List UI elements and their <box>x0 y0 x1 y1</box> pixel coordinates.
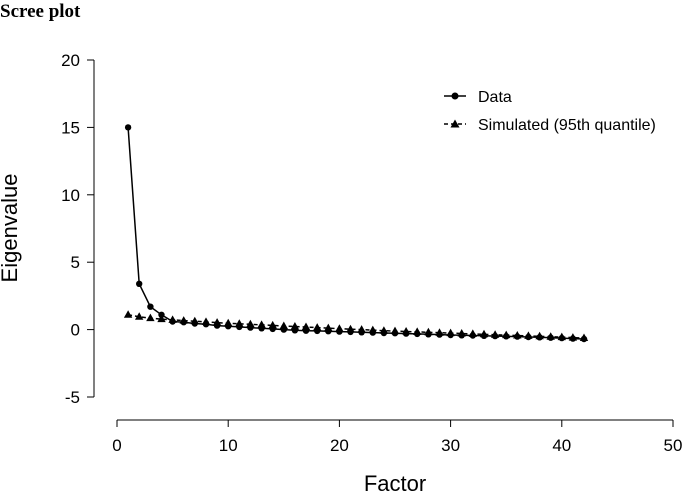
legend-label-data: Data <box>478 89 512 106</box>
x-tick-label: 20 <box>330 436 349 455</box>
simulated-point <box>369 326 377 334</box>
simulated-point <box>502 331 510 339</box>
simulated-point <box>391 327 399 335</box>
simulated-point <box>313 323 321 331</box>
series-data <box>125 124 587 342</box>
simulated-point <box>257 320 265 328</box>
y-tick-label: 0 <box>71 321 80 340</box>
y-tick-label: -5 <box>65 388 80 407</box>
simulated-point <box>124 310 132 318</box>
series-line <box>128 127 584 339</box>
y-tick-label: 5 <box>71 253 80 272</box>
y-tick-label: 10 <box>61 186 80 205</box>
simulated-point <box>280 322 288 330</box>
simulated-point <box>580 334 588 342</box>
x-axis: 0 10 20 30 40 50 <box>112 420 682 455</box>
series-layer <box>124 124 588 342</box>
y-axis: -5 0 5 10 15 20 <box>61 51 94 407</box>
data-point <box>136 281 142 287</box>
simulated-point <box>446 329 454 337</box>
x-tick-label: 0 <box>112 436 121 455</box>
x-tick-label: 40 <box>552 436 571 455</box>
simulated-point <box>558 333 566 341</box>
y-axis-title: Eigenvalue <box>0 174 22 283</box>
y-tick-label: 15 <box>61 118 80 137</box>
x-tick-label: 10 <box>219 436 238 455</box>
x-tick-label: 50 <box>664 436 683 455</box>
legend-label-simulated: Simulated (95th quantile) <box>478 117 656 134</box>
simulated-point <box>335 324 343 332</box>
simulated-point <box>146 314 154 322</box>
simulated-point <box>202 317 210 325</box>
legend-marker-data <box>452 93 459 100</box>
x-tick-label: 30 <box>441 436 460 455</box>
data-point <box>147 304 153 310</box>
simulated-point <box>224 319 232 327</box>
data-point <box>125 124 131 130</box>
legend: Data Simulated (95th quantile) <box>444 89 656 134</box>
y-tick-label: 20 <box>61 51 80 70</box>
x-axis-title: Factor <box>364 471 426 493</box>
simulated-point <box>524 331 532 339</box>
simulated-point <box>469 329 477 337</box>
simulated-point <box>413 327 421 335</box>
